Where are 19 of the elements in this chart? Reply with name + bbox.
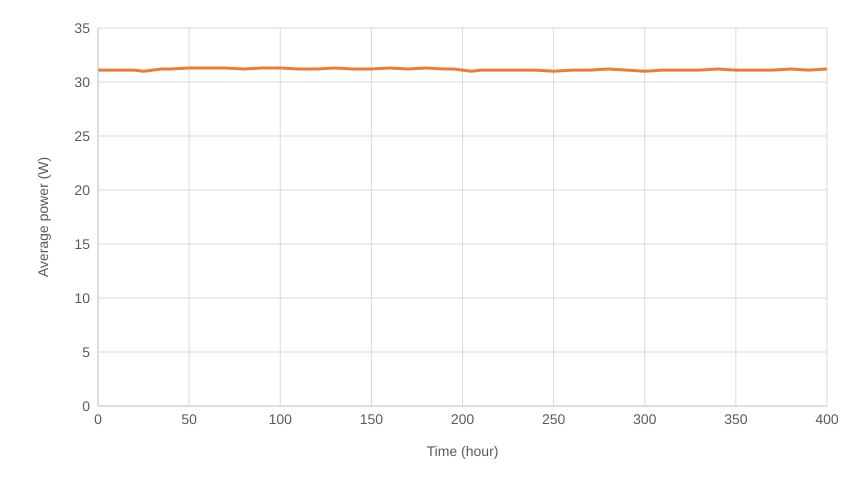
- y-tick-label: 10: [74, 290, 90, 306]
- x-tick-label: 250: [542, 410, 566, 427]
- x-tick-label: 50: [181, 410, 198, 427]
- x-tick-label: 350: [724, 410, 748, 427]
- y-tick-label: 15: [74, 236, 90, 252]
- y-axis-title: Average power (W): [34, 156, 51, 278]
- y-tick-label: 20: [74, 182, 90, 198]
- x-tick-label: 100: [268, 410, 292, 427]
- x-tick-label: 300: [633, 410, 657, 427]
- x-tick-label: 0: [94, 410, 102, 427]
- x-tick-label: 200: [450, 410, 474, 427]
- y-tick-label: 35: [74, 20, 90, 36]
- y-tick-label: 0: [82, 398, 90, 414]
- y-tick-label: 25: [74, 128, 90, 144]
- x-axis-title: Time (hour): [426, 443, 498, 459]
- y-tick-label: 5: [82, 344, 90, 360]
- y-tick-label: 30: [74, 74, 90, 90]
- x-tick-label: 150: [360, 410, 384, 427]
- x-tick-label: 400: [815, 410, 839, 427]
